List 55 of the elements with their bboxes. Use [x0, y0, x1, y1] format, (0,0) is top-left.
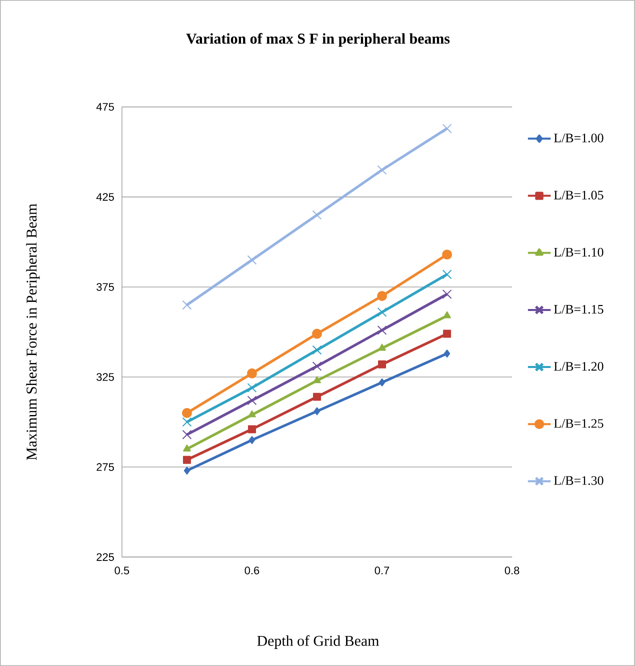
- point: [248, 436, 256, 444]
- y-tick-label: 375: [96, 283, 114, 291]
- point: [182, 456, 191, 464]
- legend-label: L/B=1.05: [554, 190, 604, 200]
- point: [442, 270, 452, 280]
- point: [442, 124, 452, 134]
- x-tick-label: 0.5: [114, 566, 130, 574]
- x-tick-label: 0.8: [504, 566, 520, 574]
- point: [378, 360, 386, 368]
- y-tick-label: 225: [96, 553, 114, 561]
- point: [443, 330, 452, 338]
- point: [378, 344, 386, 351]
- point: [377, 307, 387, 317]
- x-axis-title: Depth of Grid Beam: [257, 635, 379, 649]
- point: [377, 165, 387, 175]
- point: [182, 408, 192, 418]
- point: [312, 328, 322, 339]
- point: [313, 392, 321, 401]
- point: [247, 383, 257, 393]
- point: [182, 417, 192, 427]
- point: [247, 396, 257, 406]
- y-tick-label: 475: [96, 103, 114, 111]
- x-tick-label: 0.7: [374, 566, 390, 574]
- point: [377, 290, 388, 301]
- legend-label: L/B=1.30: [554, 476, 604, 485]
- point: [314, 407, 320, 416]
- point: [443, 311, 451, 318]
- point: [248, 425, 256, 434]
- chart-title: Variation of max S F in peripheral beams: [186, 33, 450, 47]
- point: [442, 250, 452, 260]
- y-tick-label: 275: [96, 463, 114, 471]
- point: [248, 410, 256, 418]
- legend-label: L/B=1.25: [554, 419, 604, 428]
- point: [246, 368, 257, 378]
- point: [184, 466, 190, 475]
- point: [312, 361, 322, 371]
- point: [312, 345, 322, 355]
- x-tick-label: 0.6: [244, 566, 260, 574]
- legend-label: L/B=1.20: [554, 362, 604, 371]
- point: [182, 300, 192, 310]
- legend-label: L/B=1.00: [554, 134, 604, 142]
- point: [247, 255, 257, 265]
- y-tick-label: 325: [96, 373, 114, 381]
- point: [444, 350, 450, 358]
- y-axis-title: Maximum Shear Force in Peripheral Beam: [26, 204, 40, 460]
- point: [377, 325, 387, 335]
- point: [312, 210, 322, 220]
- legend-label: L/B=1.15: [554, 304, 604, 314]
- point: [183, 444, 191, 452]
- y-tick-label: 425: [96, 193, 114, 201]
- legend-label: L/B=1.10: [554, 248, 604, 257]
- point: [442, 289, 452, 299]
- point: [182, 430, 192, 440]
- point: [378, 378, 386, 386]
- point: [313, 376, 321, 384]
